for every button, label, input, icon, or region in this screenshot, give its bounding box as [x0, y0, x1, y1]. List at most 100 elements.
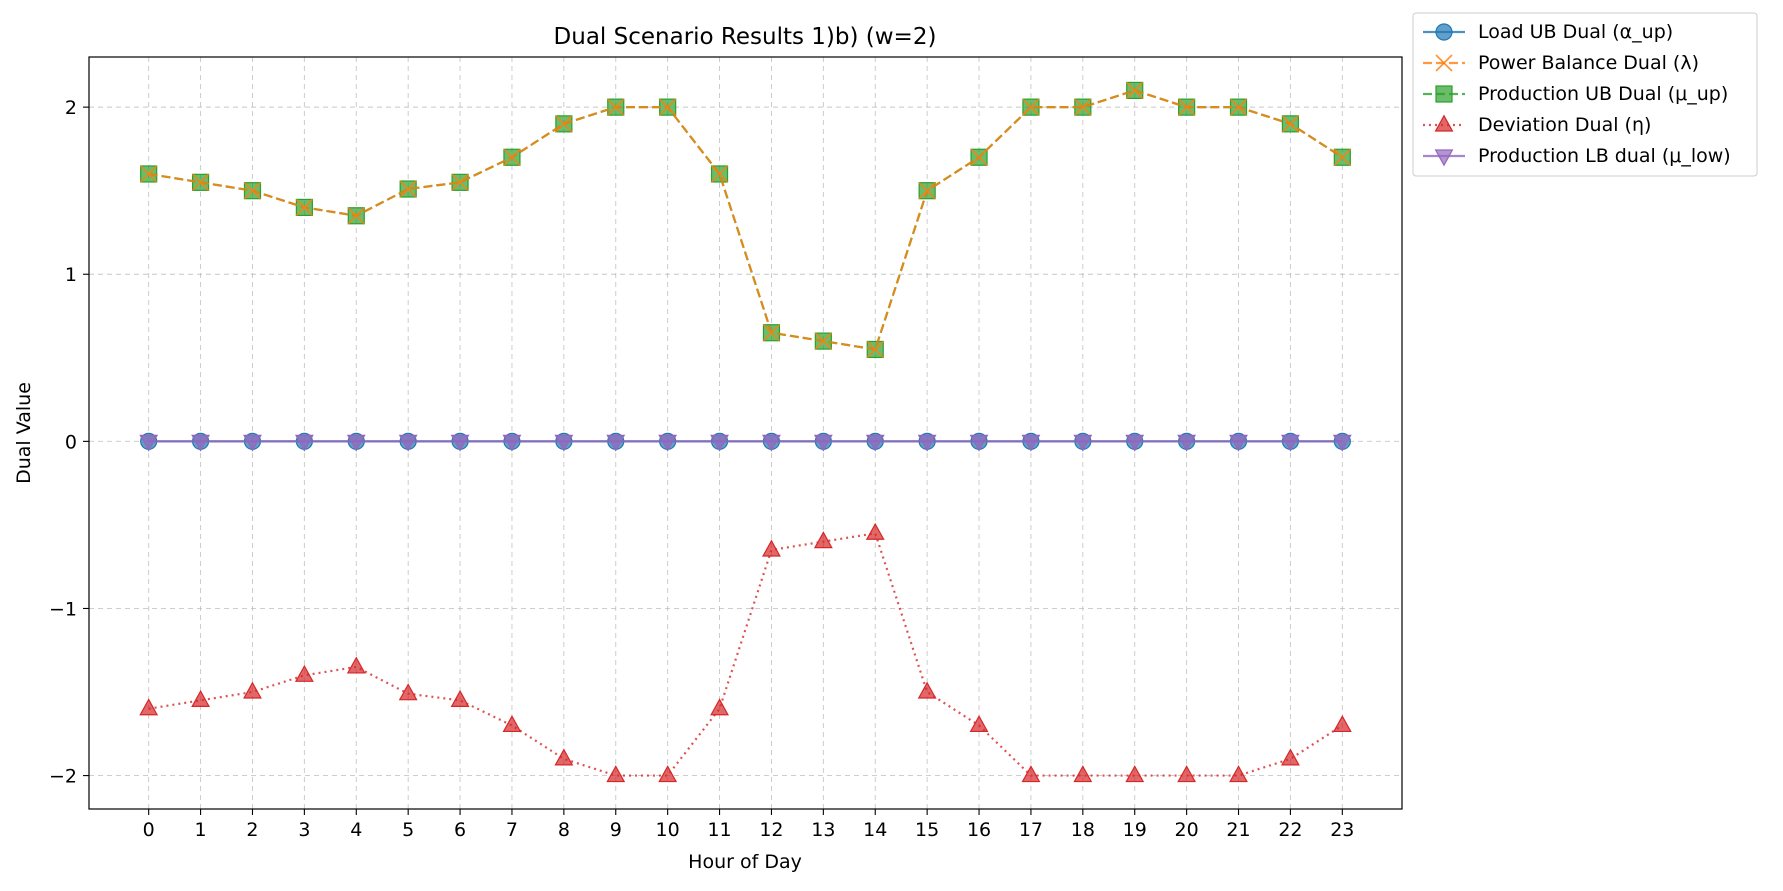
data-point-stroke [1178, 98, 1196, 116]
y-tick-label: −2 [49, 766, 77, 788]
data-point-stroke [243, 182, 262, 200]
data-point [1229, 98, 1248, 116]
x-tick-label: 13 [811, 819, 835, 841]
x-tick-label: 12 [759, 819, 783, 841]
data-point-stroke [1229, 98, 1248, 116]
data-point [294, 664, 314, 682]
plot-frame [88, 56, 1403, 810]
y-tick-label: 0 [65, 431, 77, 453]
data-point [450, 434, 470, 452]
data-point [865, 434, 885, 452]
legend-item: Production UB Dual (μ_up) [1423, 83, 1728, 105]
data-point [969, 715, 989, 733]
data-point-stroke [1126, 81, 1144, 99]
grid-layer [89, 57, 1402, 809]
data-point [243, 434, 262, 452]
data-point [1281, 115, 1299, 133]
data-point [658, 434, 678, 452]
x-axis-label: Hour of Day [688, 851, 802, 873]
x-tick-label: 11 [707, 819, 731, 841]
data-point [1281, 434, 1300, 452]
data-point [191, 689, 210, 707]
x-tick-label: 0 [143, 819, 155, 841]
legend-label: Load UB Dual (α_up) [1478, 21, 1673, 43]
data-point [1281, 748, 1300, 766]
data-point [503, 148, 521, 166]
legend-item: Deviation Dual (η) [1423, 114, 1651, 136]
data-point [451, 173, 469, 191]
x-tick-label: 19 [1123, 819, 1147, 841]
data-point [139, 698, 159, 716]
data-point [1435, 54, 1453, 72]
data-point [1177, 434, 1197, 452]
data-point [1229, 434, 1248, 452]
data-point [554, 434, 574, 452]
data-point [139, 434, 159, 452]
data-point-stroke [814, 332, 832, 350]
data-point [502, 434, 522, 452]
data-point-stroke [399, 180, 417, 198]
y-tick-label: 1 [65, 264, 77, 286]
data-point [865, 522, 885, 540]
data-point [1125, 434, 1145, 452]
data-point [347, 207, 365, 225]
series-line [148, 89, 1343, 351]
data-point-stroke [918, 182, 936, 200]
data-point [762, 434, 781, 452]
data-point-stroke [1435, 54, 1453, 72]
data-point [969, 434, 989, 452]
x-tick-label: 8 [558, 819, 570, 841]
x-tick-label: 6 [454, 819, 466, 841]
data-point [1435, 85, 1453, 103]
data-point [606, 434, 626, 452]
legend-label: Production LB dual (μ_low) [1478, 145, 1731, 167]
y-axis-label: Dual Value [13, 382, 35, 484]
data-point-stroke [1074, 98, 1092, 116]
data-point-stroke [607, 98, 625, 116]
data-point [1073, 765, 1093, 783]
series-4 [139, 434, 1352, 452]
data-point [710, 165, 729, 183]
x-tick-label: 1 [195, 819, 207, 841]
data-point [710, 698, 729, 716]
x-tick-label: 4 [350, 819, 362, 841]
x-tick-label: 15 [915, 819, 939, 841]
data-point [1021, 434, 1041, 452]
x-tick-label: 7 [506, 819, 518, 841]
data-point-stroke [1022, 98, 1040, 116]
data-point [191, 434, 210, 452]
x-tick-label: 21 [1226, 819, 1250, 841]
data-point [917, 681, 937, 699]
data-point-stroke [762, 324, 781, 342]
x-tick-label: 5 [402, 819, 414, 841]
chart-title: Dual Scenario Results 1)b) (w=2) [554, 24, 937, 50]
data-point-stroke [866, 340, 884, 359]
data-point-stroke [295, 198, 313, 216]
data-point [192, 173, 210, 191]
data-point-stroke [140, 165, 158, 183]
y-tick-label: 2 [65, 97, 77, 119]
series-line [148, 532, 1343, 777]
x-tick-label: 2 [246, 819, 258, 841]
x-tick-label: 18 [1071, 819, 1095, 841]
y-tick-label: −1 [49, 598, 77, 620]
data-point-stroke [1281, 115, 1299, 133]
data-point [1332, 434, 1352, 452]
data-point [399, 180, 417, 198]
data-point [1435, 23, 1453, 41]
data-point [1434, 149, 1454, 167]
x-tick-label: 17 [1019, 819, 1043, 841]
legend: Load UB Dual (α_up) Power Balance Dual (λ… [1412, 12, 1758, 177]
data-point [658, 765, 678, 783]
data-point-stroke [192, 173, 210, 191]
data-point-stroke [555, 115, 573, 133]
data-point [917, 434, 937, 452]
data-point-stroke [347, 207, 365, 225]
legend-frame [1412, 12, 1758, 177]
data-point [1178, 98, 1196, 116]
data-point [294, 434, 314, 452]
data-point [243, 681, 262, 699]
data-point [398, 434, 418, 452]
x-tick-label: 20 [1175, 819, 1199, 841]
legend-item: Power Balance Dual (λ) [1423, 52, 1699, 74]
